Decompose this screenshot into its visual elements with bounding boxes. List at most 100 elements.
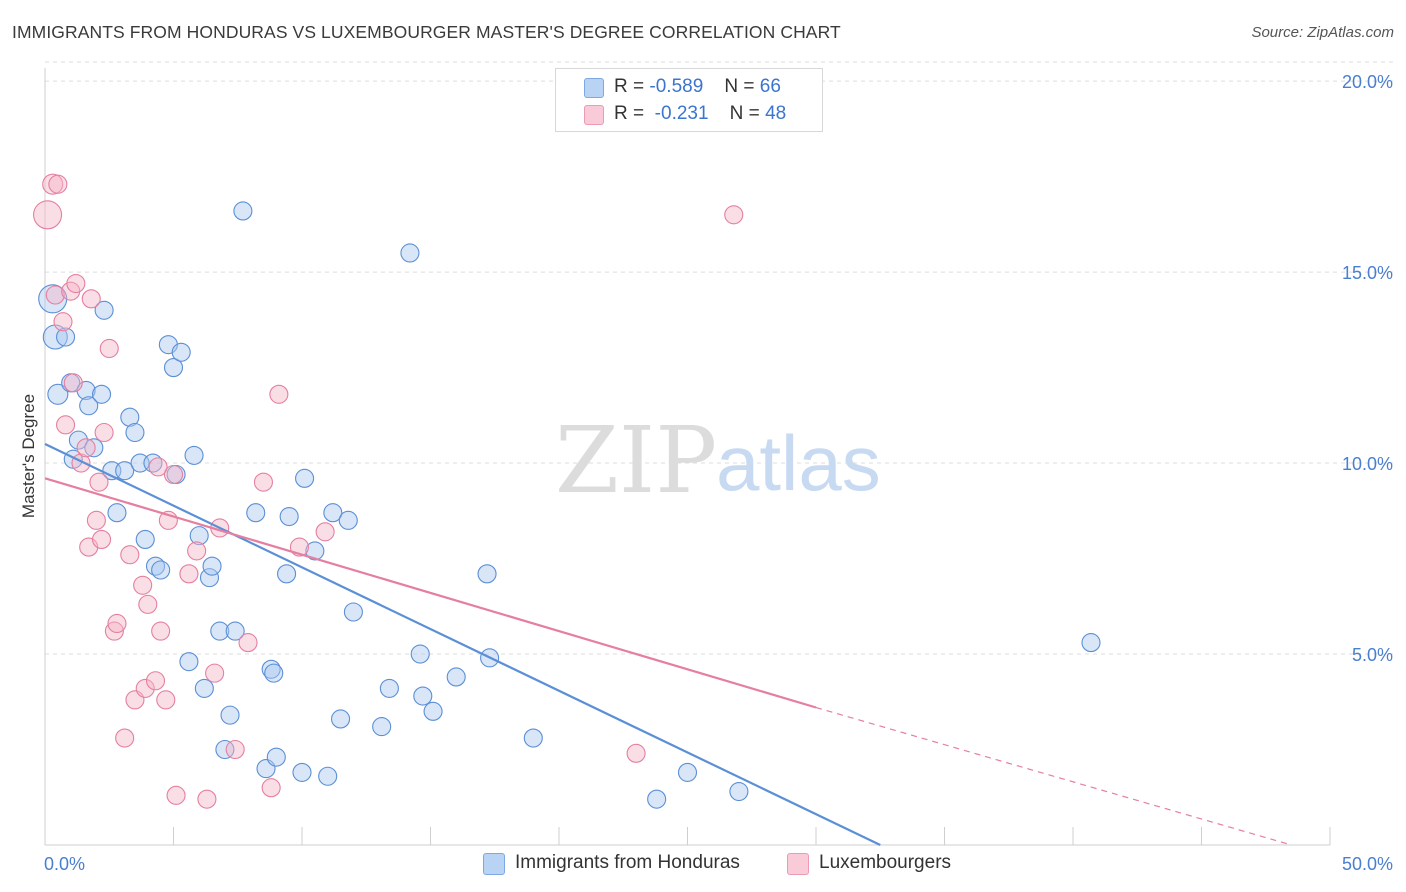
honduras-point (266, 747, 286, 767)
luxembourger-point (66, 273, 86, 294)
y-tick-label: 15.0% (1342, 263, 1393, 283)
honduras-point (135, 529, 155, 549)
honduras-point (277, 564, 297, 584)
luxembourger-point (104, 621, 124, 641)
honduras-point (264, 663, 284, 683)
legend-r-label: R = (614, 103, 645, 124)
honduras-point (292, 762, 312, 782)
legend-swatch-honduras (483, 853, 505, 875)
honduras-point (225, 621, 245, 641)
luxembourger-point (135, 678, 155, 698)
honduras-point (179, 652, 199, 672)
honduras-point (184, 445, 204, 465)
luxembourger-point (115, 728, 135, 748)
x-tick-label: 50.0% (1342, 854, 1393, 874)
luxembourger-point (56, 415, 76, 435)
luxembourger-point (63, 373, 83, 393)
honduras-point (372, 717, 392, 737)
luxembourger-point (99, 338, 119, 359)
luxembourger-point (107, 613, 127, 634)
luxembourger-point (48, 174, 68, 194)
honduras-point (410, 644, 430, 664)
honduras-point (379, 678, 399, 698)
luxembourger-point (45, 285, 65, 305)
honduras-point (210, 621, 230, 641)
honduras-point (194, 678, 214, 698)
luxembourger-point (133, 575, 153, 595)
luxembourger-point (156, 690, 176, 710)
legend-swatch-luxembourgers (787, 853, 809, 875)
honduras-point (400, 243, 420, 263)
honduras-point (295, 468, 315, 488)
honduras-point (279, 506, 299, 527)
honduras-point (107, 503, 127, 523)
honduras-point (446, 667, 466, 687)
luxembourger-trend-extension (815, 706, 1292, 846)
tick-labels: 5.0% 10.0% 15.0% 20.0% 0.0% 50.0% (44, 72, 1393, 874)
y-axis-label: Master's Degree (19, 394, 38, 518)
legend-swatch-honduras (584, 78, 604, 98)
honduras-point (91, 384, 112, 404)
honduras-point (343, 602, 363, 622)
luxembourger-point (145, 671, 166, 691)
watermark-atlas: atlas (716, 419, 881, 507)
luxembourger-point (151, 621, 171, 641)
honduras-point (305, 541, 325, 561)
honduras-point (246, 503, 266, 523)
honduras-point (323, 503, 343, 523)
y-tick-label: 20.0% (1342, 72, 1393, 92)
honduras-point (215, 739, 235, 760)
luxembourger-point (42, 173, 64, 195)
honduras-point (199, 568, 220, 588)
luxembourger-point (86, 510, 106, 530)
y-tick-label: 10.0% (1342, 454, 1393, 474)
honduras-point (318, 766, 338, 786)
luxembourger-point (94, 422, 114, 443)
luxembourger-point (76, 438, 96, 458)
honduras-point (338, 510, 358, 530)
honduras-point (171, 342, 191, 362)
honduras-point (330, 709, 351, 729)
honduras-point (647, 789, 667, 809)
luxembourger-point (269, 384, 289, 404)
honduras-point (94, 300, 114, 320)
honduras-trend-line (44, 442, 881, 846)
luxembourger-point (197, 789, 217, 809)
luxembourger-point (91, 529, 112, 549)
honduras-point (115, 461, 135, 481)
legend-r-label: R = (614, 76, 645, 97)
honduras-point (677, 762, 698, 782)
honduras-point (143, 453, 163, 473)
luxembourger-point (238, 633, 258, 653)
legend-swatch-luxembourgers (584, 105, 604, 125)
honduras-point (151, 560, 171, 580)
honduras-point (220, 705, 240, 725)
legend-n-value: 48 (765, 103, 787, 124)
luxembourger-point (81, 289, 101, 309)
legend-r-value: -0.231 (654, 103, 709, 124)
luxembourger-point (187, 541, 207, 561)
legend-n-label: N = (729, 103, 760, 124)
trend-lines (44, 442, 1292, 846)
honduras-point (1081, 633, 1101, 653)
honduras-point (477, 564, 497, 584)
legend-n-label: N = (724, 76, 755, 97)
luxembourger-point (120, 545, 140, 565)
honduras-point (68, 430, 88, 450)
luxembourger-point (253, 472, 274, 492)
luxembourger-point (138, 594, 158, 614)
honduras-point (729, 781, 749, 802)
luxembourger-point (724, 205, 744, 225)
honduras-point (84, 438, 104, 458)
honduras-point (413, 686, 433, 706)
correlation-legend: R = -0.589 N = 66 R = -0.231 N = 48 (555, 68, 823, 132)
data-points (33, 173, 1101, 809)
luxembourger-point (163, 464, 184, 485)
watermark: ZIP atlas (555, 407, 881, 514)
legend-label-honduras: Immigrants from Honduras (515, 852, 740, 873)
luxembourger-point (179, 564, 199, 584)
source-credit: Source: ZipAtlas.com (1251, 24, 1394, 41)
honduras-point (523, 728, 543, 748)
luxembourger-point (33, 200, 63, 230)
